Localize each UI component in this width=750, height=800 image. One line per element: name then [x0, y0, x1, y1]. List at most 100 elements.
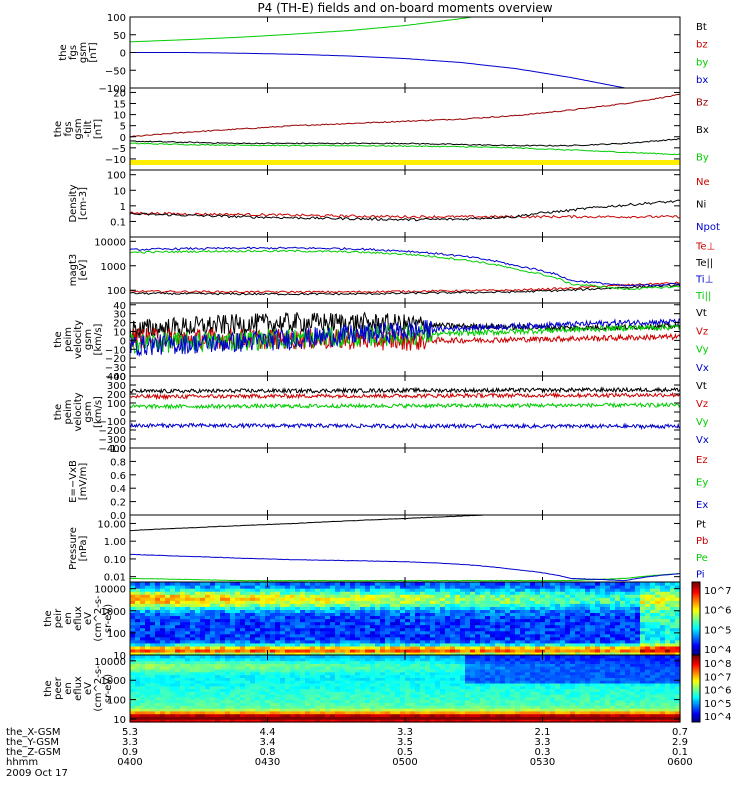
spectrogram-cell: [315, 585, 321, 589]
spectrogram-cell: [360, 677, 366, 681]
spectrogram-cell: [300, 710, 306, 715]
colorbar-cell: [692, 598, 700, 601]
spectrogram-cell: [370, 588, 376, 592]
spectrogram-cell: [335, 682, 341, 687]
spectrogram-cell: [185, 713, 191, 718]
spectrogram-cell: [525, 719, 531, 723]
spectrogram-cell: [420, 615, 426, 620]
spectrogram-cell: [200, 680, 206, 684]
spectrogram-cell: [535, 719, 541, 723]
spectrogram-cell: [395, 694, 401, 698]
spectrogram-cell: [215, 603, 221, 607]
spectrogram-cell: [420, 621, 426, 626]
spectrogram-cell: [615, 651, 621, 656]
series-bx-line: [130, 52, 627, 88]
spectrogram-cell: [495, 655, 501, 659]
spectrogram-cell: [675, 624, 681, 629]
spectrogram-cell: [385, 657, 391, 662]
spectrogram-cell: [245, 677, 251, 681]
spectrogram-cell: [135, 624, 141, 629]
spectrogram-cell: [290, 615, 296, 620]
spectrogram-cell: [580, 612, 586, 617]
spectrogram-cell: [390, 691, 396, 695]
spectrogram-cell: [140, 600, 146, 604]
spectrogram-cell: [480, 657, 486, 662]
spectrogram-cell: [620, 642, 626, 647]
spectrogram-cell: [380, 699, 386, 704]
spectrogram-cell: [380, 627, 386, 632]
spectrogram-cell: [625, 627, 631, 632]
spectrogram-cell: [440, 588, 446, 592]
spectrogram-cell: [620, 639, 626, 644]
colorbar-cell: [692, 627, 700, 630]
spectrogram-cell: [385, 710, 391, 715]
spectrogram-cell: [260, 612, 266, 617]
spectrogram-cell: [160, 694, 166, 698]
spectrogram-cell: [475, 591, 481, 595]
spectrogram-cell: [195, 663, 201, 667]
spectrogram-cell: [485, 671, 491, 676]
spectrogram-cell: [420, 694, 426, 698]
spectrogram-cell: [610, 615, 616, 620]
spectrogram-cell: [180, 680, 186, 684]
spectrogram-cell: [310, 671, 316, 676]
spectrogram-cell: [230, 677, 236, 681]
spectrogram-cell: [505, 603, 511, 607]
spectrogram-cell: [470, 702, 476, 706]
spectrogram-cell: [630, 645, 636, 650]
spectrogram-cell: [655, 642, 661, 647]
spectrogram-cell: [430, 694, 436, 698]
spectrogram-cell: [440, 685, 446, 690]
spectrogram-cell: [505, 719, 511, 723]
spectrogram-cell: [470, 642, 476, 647]
spectrogram-cell: [280, 719, 286, 723]
spectrogram-cell: [215, 705, 221, 709]
spectrogram-cell: [165, 648, 171, 653]
spectrogram-cell: [275, 627, 281, 632]
spectrogram-cell: [515, 688, 521, 692]
spectrogram-cell: [675, 600, 681, 604]
spectrogram-cell: [525, 588, 531, 592]
spectrogram-cell: [160, 630, 166, 635]
spectrogram-cell: [285, 648, 291, 653]
spectrogram-cell: [405, 716, 411, 720]
spectrogram-cell: [585, 609, 591, 614]
spectrogram-cell: [430, 699, 436, 704]
spectrogram-cell: [675, 594, 681, 598]
spectrogram-cell: [310, 719, 316, 723]
spectrogram-cell: [515, 603, 521, 607]
spectrogram-cell: [530, 588, 536, 592]
spectrogram-cell: [465, 591, 471, 595]
spectrogram-cell: [195, 657, 201, 662]
spectrogram-cell: [495, 618, 501, 623]
spectrogram-cell: [230, 671, 236, 676]
spectrogram-cell: [130, 603, 136, 607]
spectrogram-cell: [345, 639, 351, 644]
spectrogram-cell: [585, 585, 591, 589]
spectrogram-cell: [185, 582, 191, 586]
spectrogram-cell: [205, 597, 211, 601]
spectrogram-cell: [165, 582, 171, 586]
spectrogram-cell: [385, 702, 391, 706]
spectrogram-cell: [190, 642, 196, 647]
spectrogram-cell: [555, 621, 561, 626]
spectrogram-cell: [605, 621, 611, 626]
spectrogram-cell: [525, 713, 531, 718]
spectrogram-cell: [130, 680, 136, 684]
spectrogram-cell: [645, 648, 651, 653]
spectrogram-cell: [130, 663, 136, 667]
spectrogram-cell: [375, 615, 381, 620]
spectrogram-cell: [415, 710, 421, 715]
spectrogram-cell: [580, 636, 586, 641]
spectrogram-cell: [390, 645, 396, 650]
spectrogram-cell: [190, 630, 196, 635]
spectrogram-cell: [160, 685, 166, 690]
spectrogram-cell: [390, 639, 396, 644]
spectrogram-cell: [270, 691, 276, 695]
legend-Npot: Npot: [696, 222, 720, 233]
spectrogram-cell: [435, 612, 441, 617]
spectrogram-cell: [435, 657, 441, 662]
spectrogram-cell: [425, 636, 431, 641]
spectrogram-cell: [480, 591, 486, 595]
spectrogram-cell: [340, 618, 346, 623]
